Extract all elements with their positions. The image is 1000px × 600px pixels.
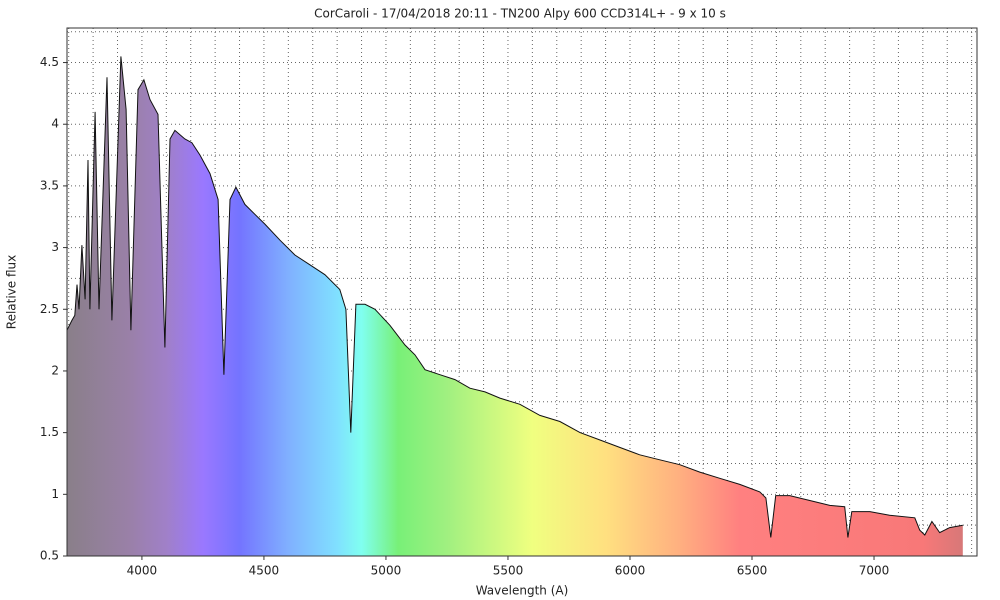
y-tick-label: 4 <box>51 117 59 131</box>
x-tick-label: 5500 <box>493 564 524 578</box>
y-tick-label: 3.5 <box>40 178 59 192</box>
x-tick-label: 4000 <box>127 564 158 578</box>
y-tick-label: 4.5 <box>40 55 59 69</box>
chart-title: CorCaroli - 17/04/2018 20:11 - TN200 Alp… <box>314 7 726 21</box>
spectrum-line <box>66 56 963 538</box>
x-tick-label: 5000 <box>371 564 402 578</box>
plot-frame <box>66 27 978 557</box>
x-tick-label: 4500 <box>249 564 280 578</box>
y-tick-label: 3 <box>51 240 59 254</box>
y-tick-label: 0.5 <box>40 549 59 563</box>
y-tick-label: 2.5 <box>40 302 59 316</box>
x-axis-label: Wavelength (A) <box>476 584 569 598</box>
y-tick-label: 1 <box>51 487 59 501</box>
y-axis-label: Relative flux <box>5 255 19 329</box>
x-tick-label: 7000 <box>859 564 890 578</box>
y-tick-label: 1.5 <box>40 425 59 439</box>
y-tick-label: 2 <box>51 363 59 377</box>
spectrum-fill <box>67 56 963 557</box>
x-tick-label: 6500 <box>737 564 768 578</box>
x-tick-label: 6000 <box>615 564 646 578</box>
